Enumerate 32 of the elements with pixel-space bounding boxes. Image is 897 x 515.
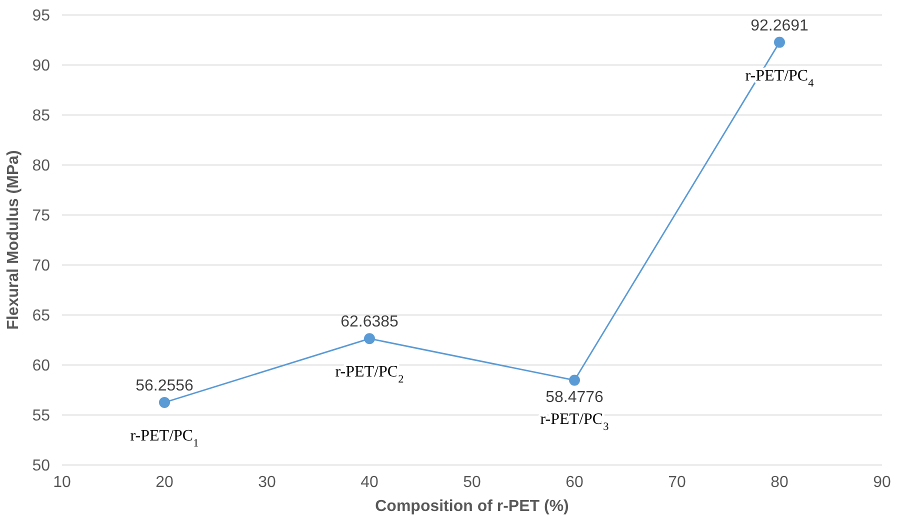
x-tick-label: 80 (770, 474, 788, 491)
point (159, 396, 170, 408)
annotation: r-PET/PC$_{3}$ (540, 411, 610, 434)
point (774, 36, 785, 48)
y-tick-label: 90 (32, 58, 50, 75)
x-tick-label: 40 (360, 474, 378, 491)
x-tick-label: 10 (53, 474, 71, 491)
x-tick-label: 60 (566, 474, 584, 491)
y-axis-title: Flexural Modulus (MPa) (5, 150, 22, 330)
point (569, 374, 580, 386)
x-tick-label: 30 (258, 474, 276, 491)
y-tick-label: 60 (32, 358, 50, 375)
y-tick-label: 70 (32, 258, 50, 275)
x-tick-label: 70 (668, 474, 686, 491)
y-tick-label: 50 (32, 458, 50, 475)
x-tick-label: 50 (463, 474, 481, 491)
annotation: r-PET/PC$_{2}$ (335, 364, 404, 386)
data-label: 56.2556 (136, 377, 194, 394)
data-label: 62.6385 (340, 314, 399, 331)
annotation: r-PET/PC$_{1}$ (130, 427, 199, 450)
y-tick-label: 95 (32, 8, 50, 25)
data-label: 92.2691 (750, 17, 809, 34)
y-tick-label: 75 (32, 208, 50, 225)
x-axis-title: Composition of r-PET (%) (375, 498, 569, 515)
x-tick-label: 20 (156, 474, 174, 491)
y-tick-label: 80 (32, 158, 50, 175)
y-tick-label: 55 (32, 408, 50, 425)
data-label: 58.4776 (546, 389, 604, 406)
y-tick-label: 85 (32, 108, 50, 125)
y-tick-label: 65 (32, 308, 50, 325)
point (364, 333, 375, 344)
x-tick-label: 90 (873, 474, 891, 491)
